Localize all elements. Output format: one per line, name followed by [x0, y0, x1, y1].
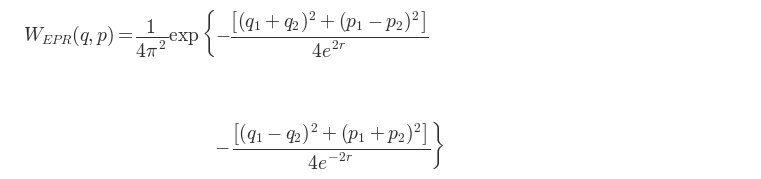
Text: $W_{EPR}(q,p) = \dfrac{1}{4\pi^2} \exp\left\{ -\dfrac{\left[(q_1+q_2)^2+(p_1-p_2: $W_{EPR}(q,p) = \dfrac{1}{4\pi^2} \exp\l… [23, 8, 444, 171]
